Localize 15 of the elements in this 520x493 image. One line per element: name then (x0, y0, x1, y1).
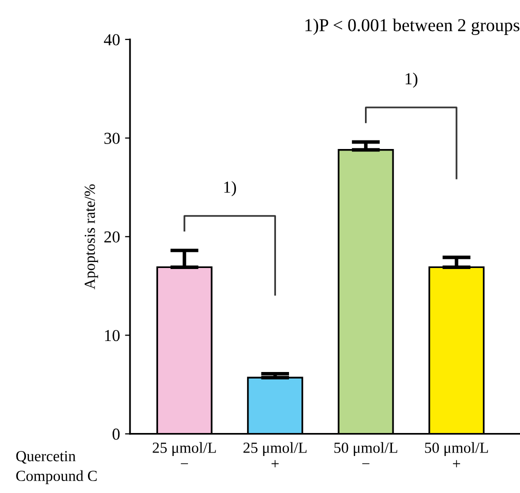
y-tick-label: 30 (104, 132, 120, 144)
y-tick-label: 10 (105, 330, 120, 342)
y-tick-label: 20 (104, 231, 120, 243)
x-tick-label: 25 μmol/L − (152, 442, 216, 464)
x-tick-label: 50 μmol/L − (334, 442, 398, 464)
x-tick-label: 50 μmol/L + (425, 442, 488, 468)
y-tick-label: 0 (112, 428, 120, 440)
text: Quercetin (16, 451, 76, 464)
annotation: 1) (406, 72, 418, 88)
text: Compound C (16, 470, 97, 484)
annotation: 1) (224, 181, 236, 196)
x-tick-label: 25 μmol/L + (243, 442, 307, 468)
chart-title: 1)P < 0.001 between 2 groups (305, 18, 520, 36)
y-axis-title: Apoptosis rate/% (84, 184, 98, 290)
y-tick-label: 40 (104, 34, 120, 46)
